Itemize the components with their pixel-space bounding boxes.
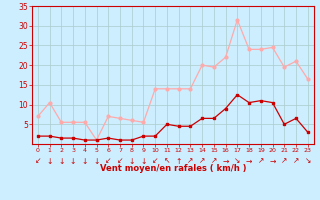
Text: ↙: ↙	[105, 156, 111, 165]
Text: ↙: ↙	[152, 156, 158, 165]
Text: ↙: ↙	[35, 156, 41, 165]
Text: ↓: ↓	[70, 156, 76, 165]
Text: ↓: ↓	[46, 156, 53, 165]
Text: ↓: ↓	[58, 156, 65, 165]
Text: ↗: ↗	[187, 156, 194, 165]
Text: ↑: ↑	[175, 156, 182, 165]
Text: ↓: ↓	[82, 156, 88, 165]
Text: →: →	[246, 156, 252, 165]
Text: ↓: ↓	[93, 156, 100, 165]
Text: ↘: ↘	[234, 156, 241, 165]
Text: ↖: ↖	[164, 156, 170, 165]
Text: ↗: ↗	[258, 156, 264, 165]
Text: ↙: ↙	[117, 156, 123, 165]
Text: →: →	[222, 156, 229, 165]
Text: ↘: ↘	[305, 156, 311, 165]
Text: ↓: ↓	[140, 156, 147, 165]
Text: ↗: ↗	[293, 156, 299, 165]
Text: ↗: ↗	[281, 156, 287, 165]
X-axis label: Vent moyen/en rafales ( km/h ): Vent moyen/en rafales ( km/h )	[100, 164, 246, 173]
Text: ↗: ↗	[211, 156, 217, 165]
Text: →: →	[269, 156, 276, 165]
Text: ↗: ↗	[199, 156, 205, 165]
Text: ↓: ↓	[129, 156, 135, 165]
